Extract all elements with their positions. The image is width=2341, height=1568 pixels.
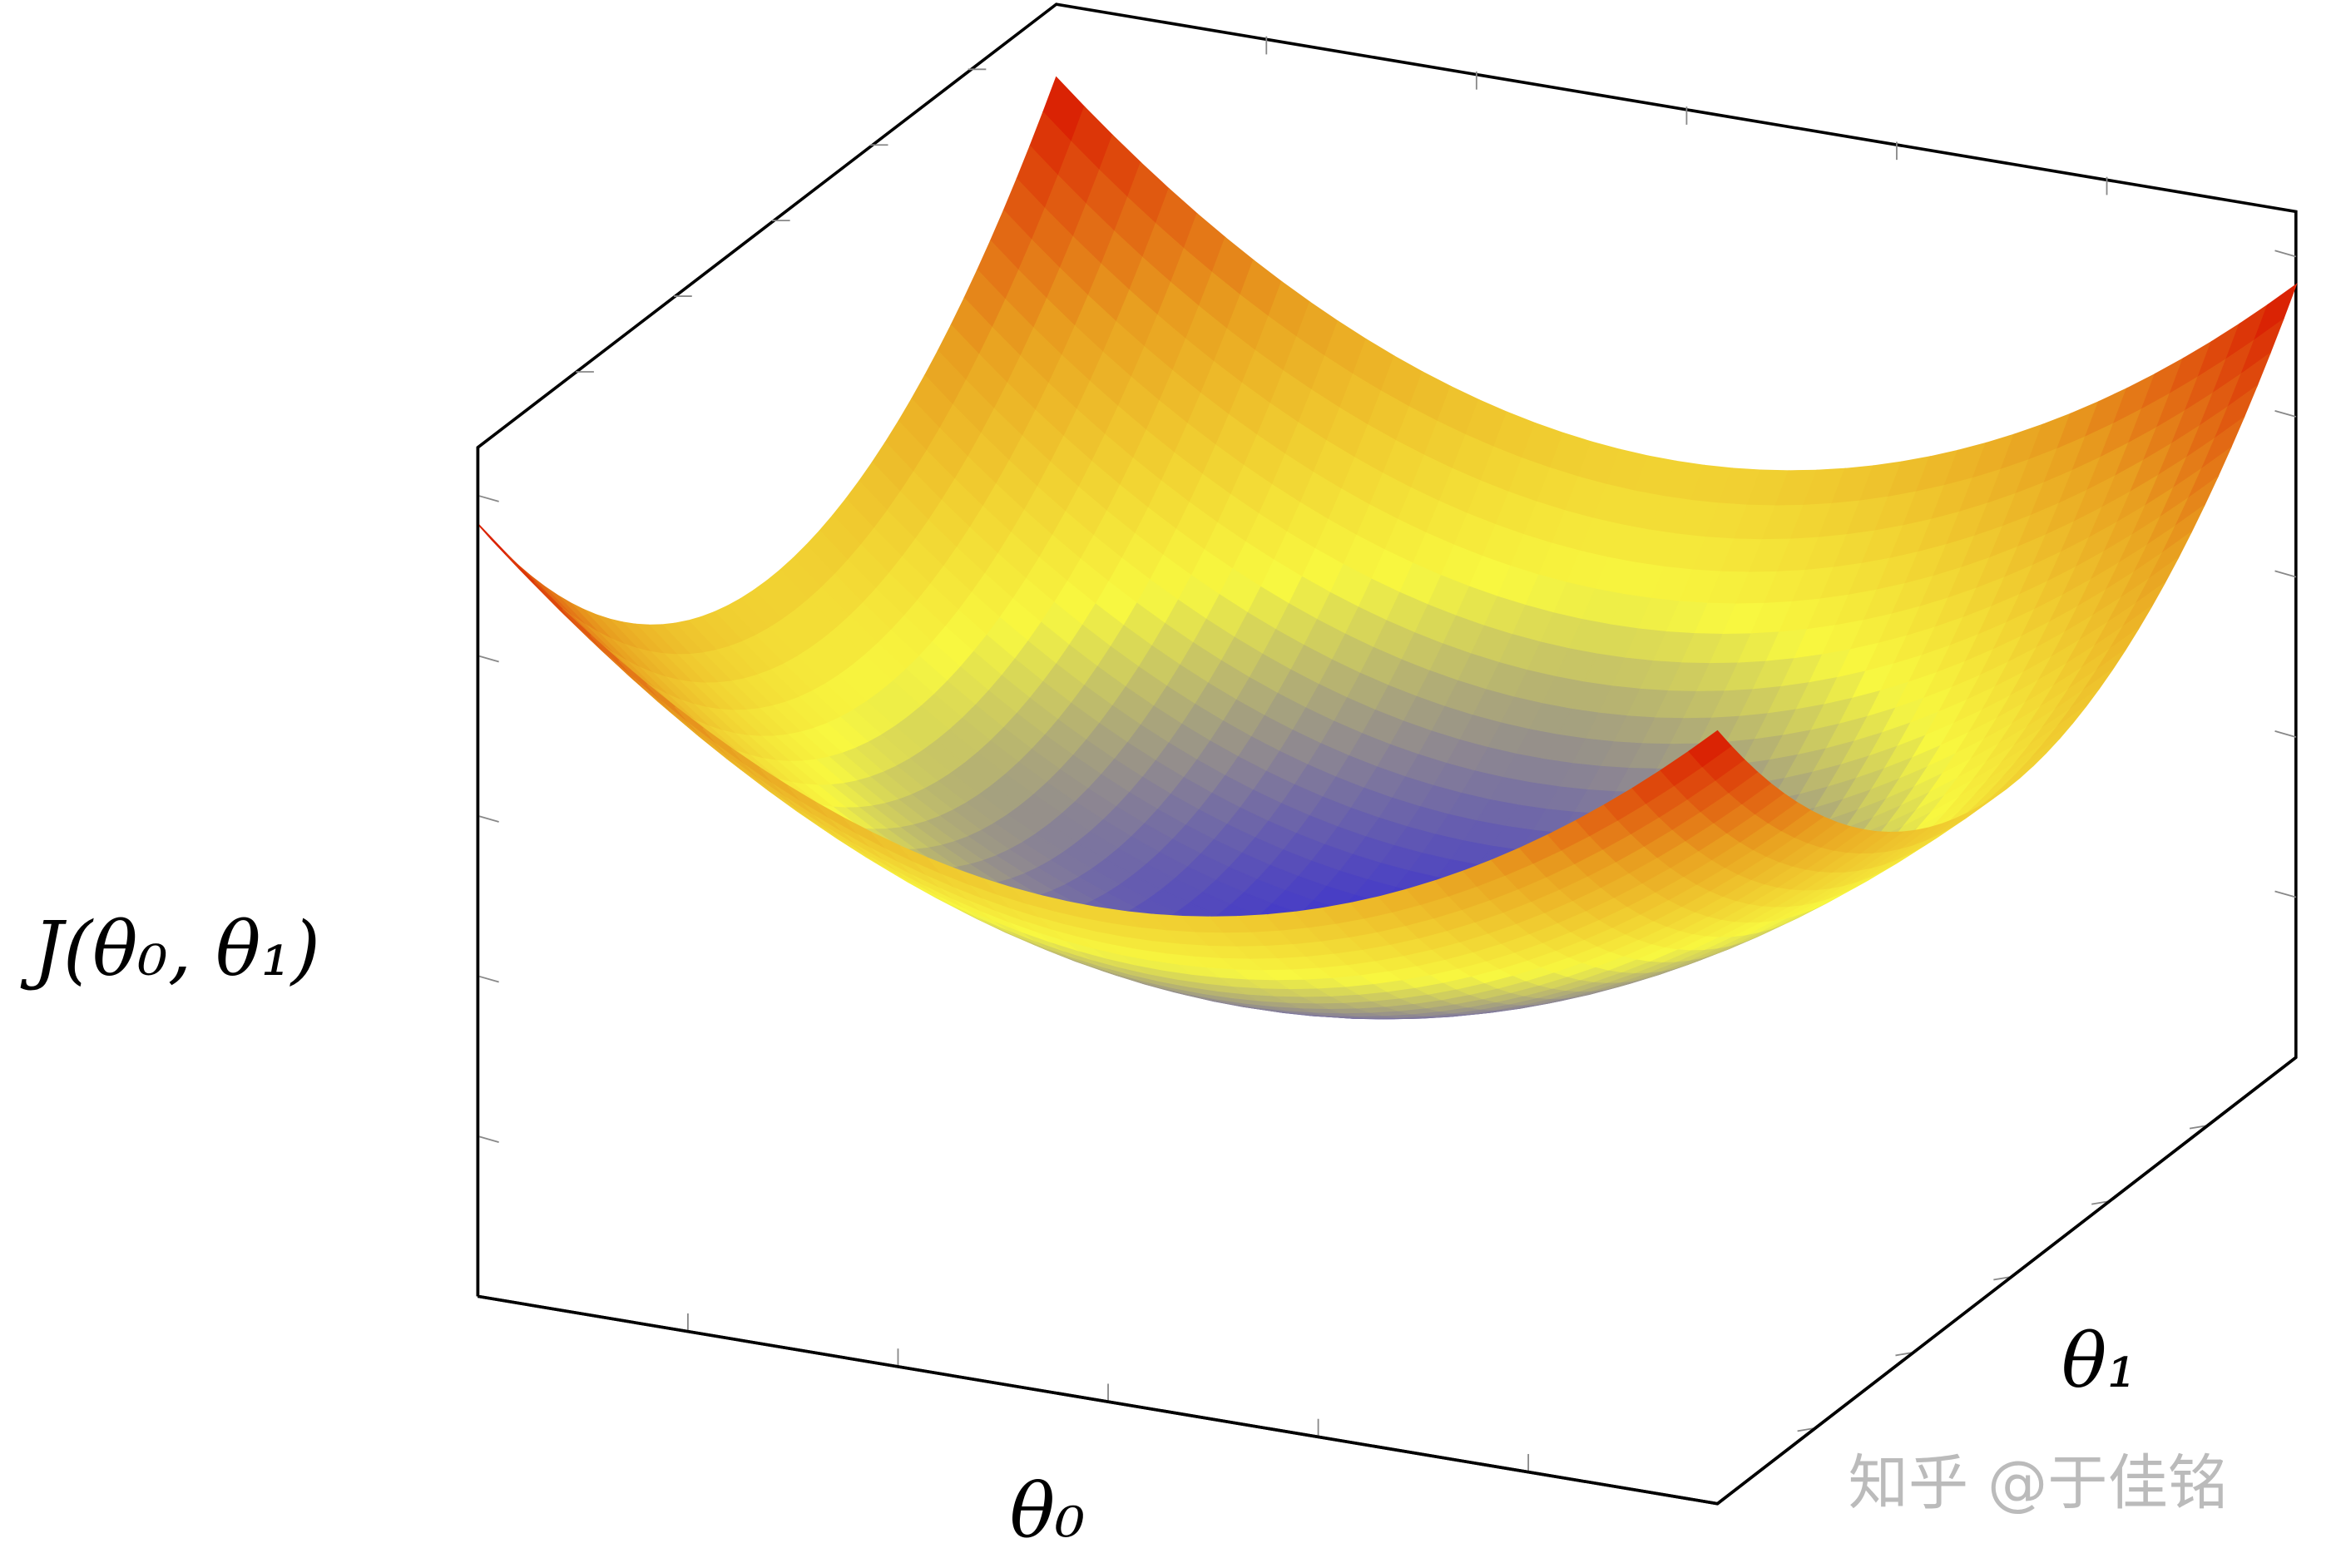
watermark: 知乎 @于佳铭 <box>1849 1449 2228 1519</box>
tick <box>2274 250 2297 258</box>
box-ticks <box>478 36 2297 1472</box>
tick <box>2274 570 2297 578</box>
x-axis-label: θ₀ <box>1010 1467 1086 1555</box>
tick <box>2274 409 2297 418</box>
tick <box>478 494 499 502</box>
tick <box>478 1135 499 1143</box>
box-edge <box>478 1056 2297 1506</box>
tick <box>2274 730 2297 739</box>
surface <box>477 76 2298 1020</box>
z-axis-label: J(θ₀, θ₁) <box>20 906 320 993</box>
tick <box>478 975 499 983</box>
y-axis-label: θ₁ <box>2061 1318 2137 1405</box>
tick <box>478 814 499 823</box>
tick <box>478 655 499 663</box>
surface-patch <box>1688 730 1732 768</box>
tick <box>2274 890 2297 898</box>
